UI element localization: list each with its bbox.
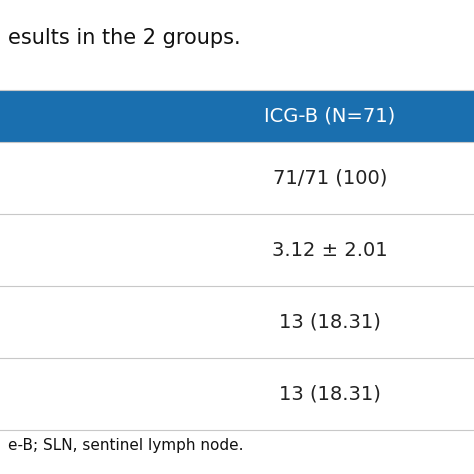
Bar <box>0 286 474 358</box>
Text: e-B; SLN, sentinel lymph node.: e-B; SLN, sentinel lymph node. <box>8 438 244 453</box>
Bar <box>0 90 474 142</box>
Text: 3.12 ± 2.01: 3.12 ± 2.01 <box>272 240 388 259</box>
Bar <box>0 142 474 214</box>
Text: 13 (18.31): 13 (18.31) <box>279 312 381 331</box>
Bar <box>0 214 474 286</box>
Text: ICG-B (N=71): ICG-B (N=71) <box>264 107 396 126</box>
Text: esults in the 2 groups.: esults in the 2 groups. <box>8 28 241 48</box>
Bar <box>0 358 474 430</box>
Text: 71/71 (100): 71/71 (100) <box>273 168 387 188</box>
Text: 13 (18.31): 13 (18.31) <box>279 384 381 403</box>
